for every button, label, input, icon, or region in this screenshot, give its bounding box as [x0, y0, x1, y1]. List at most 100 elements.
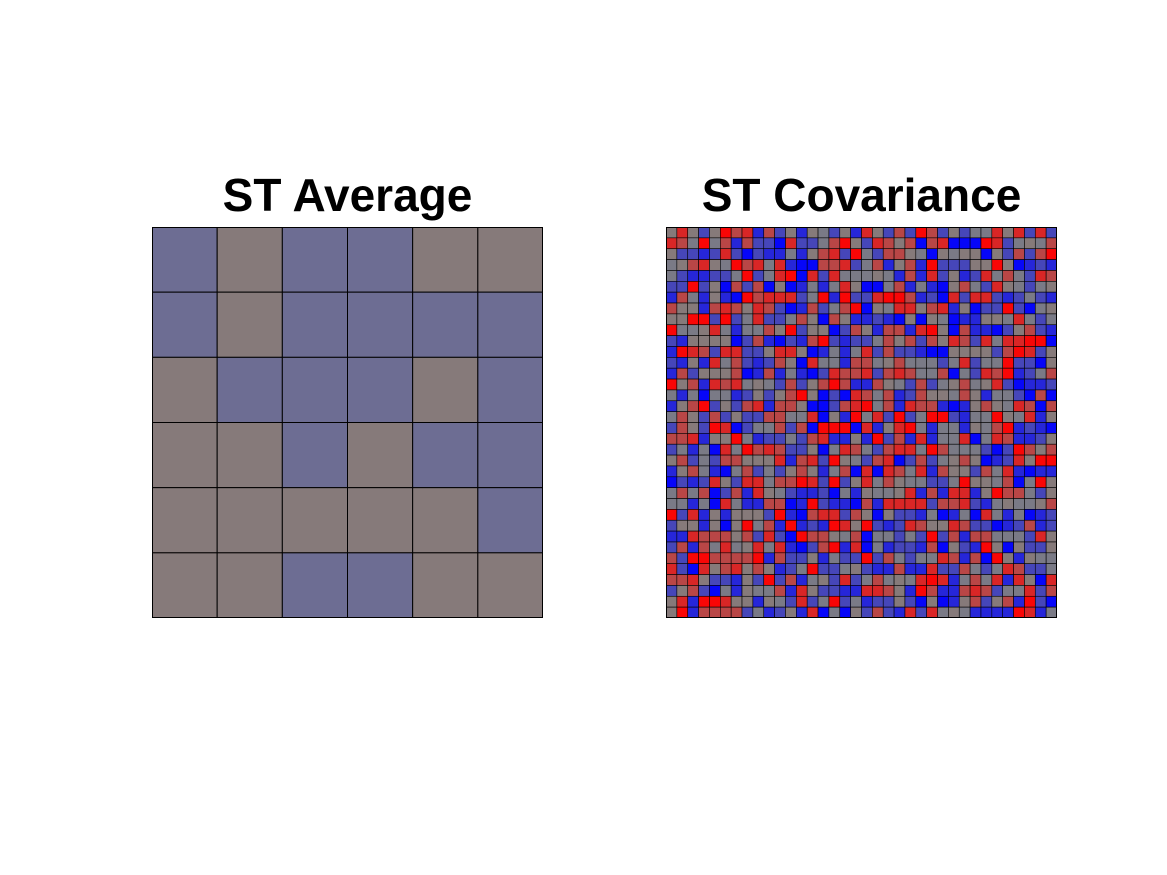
st-covariance-cell: [785, 443, 797, 456]
st-covariance-cell: [806, 454, 819, 467]
st-covariance-cell: [730, 313, 743, 326]
st-covariance-cell: [980, 465, 993, 478]
st-covariance-cell: [1024, 465, 1036, 478]
st-covariance-cell: [904, 476, 917, 488]
st-covariance-cell: [730, 422, 743, 434]
st-covariance-cell: [709, 378, 721, 391]
st-covariance-cell: [1013, 281, 1025, 293]
st-covariance-cell: [904, 519, 917, 532]
st-covariance-cell: [796, 465, 808, 478]
st-covariance-cell: [948, 400, 960, 412]
st-covariance-cell: [709, 487, 721, 499]
st-covariance-cell: [882, 411, 895, 423]
st-covariance-cell: [948, 574, 960, 586]
st-covariance-cell: [937, 433, 949, 445]
st-covariance-cell: [763, 595, 775, 608]
st-covariance-cell: [774, 541, 786, 554]
st-covariance-cell: [752, 313, 765, 326]
st-covariance-cell: [730, 465, 743, 478]
st-covariance-cell: [904, 498, 917, 510]
st-covariance-cell: [958, 530, 971, 543]
st-covariance-cell: [904, 530, 917, 543]
st-covariance-cell: [785, 270, 797, 282]
st-covariance-cell: [741, 411, 754, 423]
st-covariance-cell: [828, 248, 841, 260]
st-covariance-cell: [839, 606, 851, 618]
st-covariance-cell: [839, 498, 851, 510]
st-covariance-cell: [774, 291, 786, 304]
st-covariance-cell: [730, 606, 743, 618]
st-covariance-cell: [948, 476, 960, 488]
st-covariance-cell: [991, 281, 1003, 293]
st-covariance-cell: [1002, 313, 1014, 326]
st-covariance-cell: [741, 291, 754, 304]
st-covariance-cell: [1034, 433, 1047, 445]
st-covariance-cell: [687, 606, 699, 618]
st-covariance-cell: [1034, 563, 1047, 575]
st-covariance-cell: [839, 530, 851, 543]
st-covariance-cell: [926, 357, 938, 369]
st-covariance-cell: [926, 476, 938, 488]
st-covariance-cell: [763, 454, 775, 467]
st-covariance-cell: [1024, 237, 1036, 250]
st-covariance-cell: [774, 259, 786, 271]
st-covariance-cell: [1034, 443, 1047, 456]
st-covariance-cell: [763, 378, 775, 391]
st-covariance-cell: [687, 324, 699, 336]
st-covariance-cell: [687, 530, 699, 543]
st-covariance-cell: [709, 357, 721, 369]
st-covariance-cell: [720, 335, 732, 347]
st-covariance-cell: [958, 270, 971, 282]
st-covariance-cell: [666, 574, 678, 586]
st-covariance-cell: [806, 433, 819, 445]
st-covariance-cell: [666, 302, 678, 315]
st-covariance-cell: [828, 454, 841, 467]
st-covariance-cell: [882, 552, 895, 564]
st-covariance-cell: [1024, 498, 1036, 510]
st-covariance-cell: [741, 454, 754, 467]
st-covariance-cell: [948, 552, 960, 564]
st-covariance-cell: [937, 313, 949, 326]
st-covariance-cell: [893, 357, 906, 369]
st-covariance-cell: [709, 346, 721, 358]
st-covariance-cell: [958, 227, 971, 239]
st-covariance-cell: [741, 465, 754, 478]
st-covariance-cell: [839, 454, 851, 467]
st-covariance-cell: [872, 378, 884, 391]
st-covariance-cell: [698, 227, 710, 239]
st-average-cell: [152, 356, 218, 423]
st-covariance-cell: [676, 574, 689, 586]
st-covariance-cell: [937, 552, 949, 564]
st-covariance-cell: [774, 585, 786, 597]
st-covariance-cell: [1002, 357, 1014, 369]
st-covariance-cell: [937, 465, 949, 478]
st-covariance-cell: [839, 281, 851, 293]
st-covariance-cell: [882, 509, 895, 521]
st-covariance-cell: [991, 487, 1003, 499]
st-covariance-cell: [763, 476, 775, 488]
st-covariance-cell: [785, 227, 797, 239]
st-covariance-cell: [730, 433, 743, 445]
st-covariance-cell: [958, 259, 971, 271]
st-covariance-cell: [1034, 519, 1047, 532]
st-covariance-cell: [709, 530, 721, 543]
st-average-border: [152, 227, 543, 618]
st-covariance-cell: [850, 433, 862, 445]
st-covariance-cell: [796, 541, 808, 554]
st-covariance-cell: [806, 595, 819, 608]
st-covariance-border: [666, 227, 1057, 618]
st-covariance-cell: [730, 270, 743, 282]
st-covariance-cell: [1002, 324, 1014, 336]
st-covariance-cell: [741, 509, 754, 521]
st-covariance-cell: [1045, 270, 1057, 282]
st-covariance-cell: [774, 509, 786, 521]
st-covariance-cell: [958, 519, 971, 532]
st-covariance-cell: [969, 443, 982, 456]
st-covariance-cell: [872, 454, 884, 467]
st-covariance-cell: [687, 357, 699, 369]
st-covariance-cell: [796, 302, 808, 315]
st-covariance-cell: [817, 476, 830, 488]
st-covariance-cell: [926, 530, 938, 543]
st-covariance-cell: [698, 389, 710, 402]
st-covariance-cell: [1034, 574, 1047, 586]
